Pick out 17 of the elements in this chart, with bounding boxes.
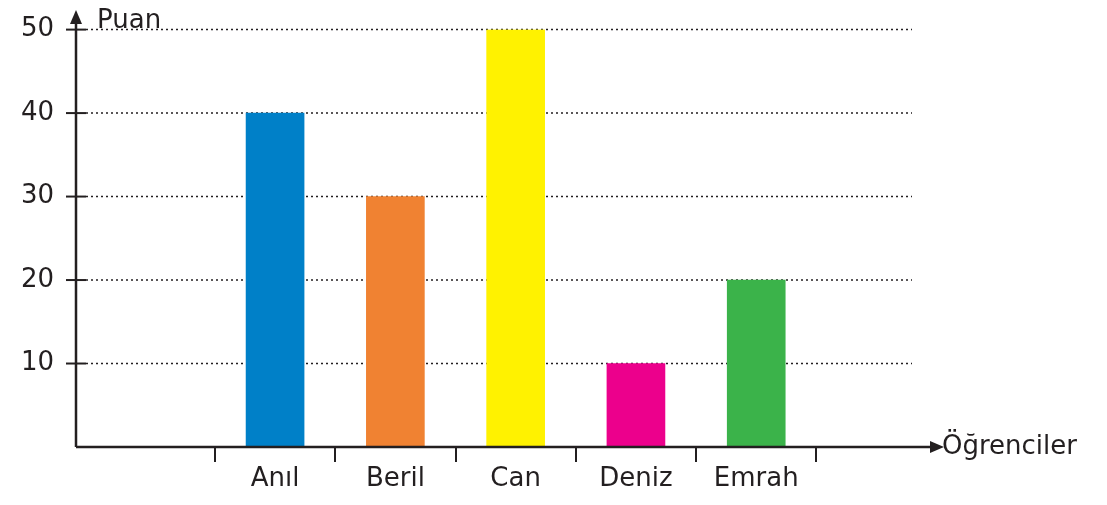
y-tick-label: 20 bbox=[20, 262, 54, 293]
bar bbox=[606, 363, 666, 447]
y-axis-title: Puan bbox=[97, 4, 162, 34]
y-tick-label: 40 bbox=[20, 95, 54, 126]
y-tick-label: 30 bbox=[20, 179, 54, 210]
y-tick-label: 10 bbox=[20, 346, 54, 377]
bar bbox=[726, 279, 786, 447]
y-tick-label: 50 bbox=[20, 12, 54, 43]
x-tick-label: Can bbox=[490, 462, 541, 493]
bar bbox=[366, 196, 425, 447]
bar bbox=[245, 112, 305, 447]
x-tick-label: Deniz bbox=[599, 462, 673, 493]
x-tick-label: Anıl bbox=[250, 462, 300, 493]
x-axis-title: Öğrenciler bbox=[942, 430, 1077, 460]
bar bbox=[486, 29, 545, 447]
x-tick-label: Emrah bbox=[713, 462, 799, 493]
x-tick-label: Beril bbox=[365, 462, 425, 493]
